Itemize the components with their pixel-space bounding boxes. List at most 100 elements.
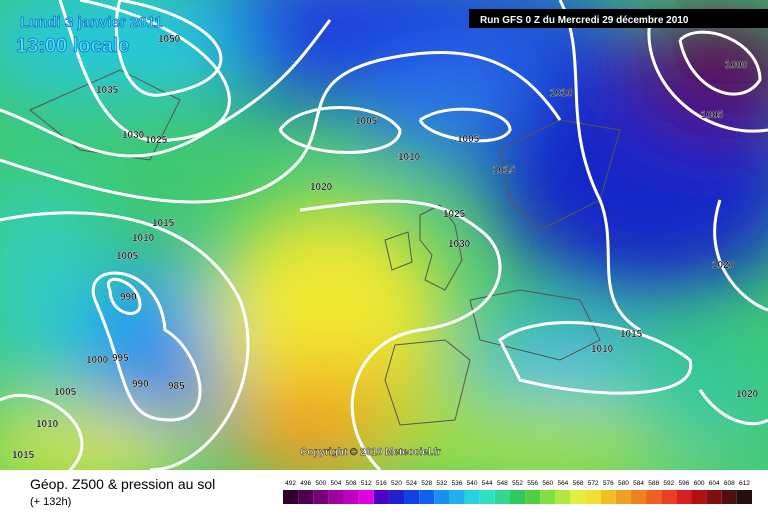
scale-label: 508 bbox=[346, 480, 357, 487]
scale-label: 536 bbox=[452, 480, 463, 487]
scale-label: 572 bbox=[588, 480, 599, 487]
scale-label: 576 bbox=[603, 480, 614, 487]
scale-label: 564 bbox=[557, 480, 568, 487]
isobar-label: 1010 bbox=[398, 152, 421, 163]
scale-swatch bbox=[343, 490, 359, 504]
isobar-label: 1010 bbox=[550, 88, 573, 99]
scale-swatch bbox=[404, 490, 420, 504]
scale-swatch bbox=[419, 490, 435, 504]
scale-label: 584 bbox=[633, 480, 644, 487]
isobar-label: 985 bbox=[168, 381, 185, 392]
isobar-label: 1020 bbox=[310, 182, 333, 193]
scale-swatch bbox=[449, 490, 465, 504]
scale-swatch bbox=[283, 490, 299, 504]
scale-label: 504 bbox=[331, 480, 342, 487]
scale-swatch bbox=[464, 490, 480, 504]
scale-label: 556 bbox=[527, 480, 538, 487]
scale-label: 592 bbox=[663, 480, 674, 487]
scale-swatch bbox=[661, 490, 677, 504]
isobar-label: 1035 bbox=[96, 85, 119, 96]
isobar-label: 1030 bbox=[448, 239, 471, 250]
footer-lead: (+ 132h) bbox=[30, 496, 71, 508]
isobar-label: 1005 bbox=[355, 116, 378, 127]
isobar-label: 1025 bbox=[145, 135, 168, 146]
isobar-label: 1020 bbox=[712, 260, 735, 271]
scale-label: 580 bbox=[618, 480, 629, 487]
scale-label: 544 bbox=[482, 480, 493, 487]
scale-label: 600 bbox=[694, 480, 705, 487]
isobar-label: 1005 bbox=[457, 134, 480, 145]
scale-label: 528 bbox=[421, 480, 432, 487]
isobar-label: 1015 bbox=[493, 165, 516, 176]
scale-swatch bbox=[479, 490, 495, 504]
scale-swatch bbox=[434, 490, 450, 504]
isobar-label: 1005 bbox=[116, 251, 139, 262]
isobar-label: 1050 bbox=[158, 34, 181, 45]
isobar-label: 995 bbox=[112, 353, 129, 364]
scale-label: 596 bbox=[678, 480, 689, 487]
isobar-label: 1020 bbox=[736, 389, 759, 400]
scale-label: 496 bbox=[300, 480, 311, 487]
scale-label: 608 bbox=[724, 480, 735, 487]
isobar-label: 1015 bbox=[12, 450, 35, 461]
scale-swatch bbox=[646, 490, 662, 504]
scale-label: 516 bbox=[376, 480, 387, 487]
isobar-label: 1010 bbox=[591, 344, 614, 355]
scale-swatch bbox=[358, 490, 374, 504]
isobar-label: 1005 bbox=[54, 387, 77, 398]
scale-label: 524 bbox=[406, 480, 417, 487]
scale-swatch bbox=[615, 490, 631, 504]
isobar-label: 1015 bbox=[152, 218, 175, 229]
forecast-date: Lundi 3 janvier 2011 bbox=[20, 14, 163, 31]
scale-swatch bbox=[691, 490, 707, 504]
scale-label: 568 bbox=[573, 480, 584, 487]
isobar-label: 1000 bbox=[86, 355, 109, 366]
scale-label: 532 bbox=[436, 480, 447, 487]
scale-label: 520 bbox=[391, 480, 402, 487]
isobar-label: 1010 bbox=[132, 233, 155, 244]
scale-label: 548 bbox=[497, 480, 508, 487]
scale-label: 512 bbox=[361, 480, 372, 487]
isobar-label: 1010 bbox=[36, 419, 59, 430]
scale-label: 492 bbox=[285, 480, 296, 487]
scale-swatch bbox=[298, 490, 314, 504]
isobar-label: 1030 bbox=[122, 130, 145, 141]
run-info: Run GFS 0 Z du Mercredi 29 décembre 2010 bbox=[480, 15, 689, 26]
scale-label: 612 bbox=[739, 480, 750, 487]
scale-swatch bbox=[388, 490, 405, 504]
scale-swatch bbox=[570, 490, 586, 504]
scale-label: 560 bbox=[542, 480, 553, 487]
scale-swatch bbox=[706, 490, 722, 504]
scale-swatch bbox=[721, 490, 737, 504]
isobar-label: 990 bbox=[120, 292, 137, 303]
scale-swatch bbox=[585, 490, 601, 504]
scale-swatch bbox=[328, 490, 344, 504]
isobars bbox=[0, 0, 768, 470]
scale-swatch bbox=[494, 490, 510, 504]
scale-swatch bbox=[540, 490, 556, 504]
footer-title: Géop. Z500 & pression au sol bbox=[30, 476, 215, 492]
scale-label: 588 bbox=[648, 480, 659, 487]
scale-swatch bbox=[525, 490, 541, 504]
scale-swatch bbox=[676, 490, 692, 504]
scale-swatch bbox=[600, 490, 616, 504]
scale-swatch bbox=[509, 490, 526, 504]
isobar-label: 990 bbox=[132, 379, 149, 390]
isobar-label: 1015 bbox=[620, 329, 643, 340]
scale-swatch bbox=[555, 490, 571, 504]
run-banner bbox=[469, 9, 768, 28]
isobar-label: 1025 bbox=[443, 209, 466, 220]
isobar-label: 1005 bbox=[701, 110, 724, 121]
isobar-label: 1000 bbox=[725, 60, 748, 71]
scale-label: 540 bbox=[467, 480, 478, 487]
scale-swatch bbox=[630, 490, 647, 504]
scale-swatch bbox=[373, 490, 389, 504]
forecast-time: 13:00 locale bbox=[16, 35, 129, 57]
scale-label: 552 bbox=[512, 480, 523, 487]
color-scale: 492 496 500 504 508 512 516 520 524 528 532 536 540 5… bbox=[283, 480, 752, 504]
scale-swatch bbox=[736, 490, 752, 504]
copyright: Copyright © 2010 Meteociel.fr bbox=[300, 447, 441, 458]
scale-label: 500 bbox=[315, 480, 326, 487]
